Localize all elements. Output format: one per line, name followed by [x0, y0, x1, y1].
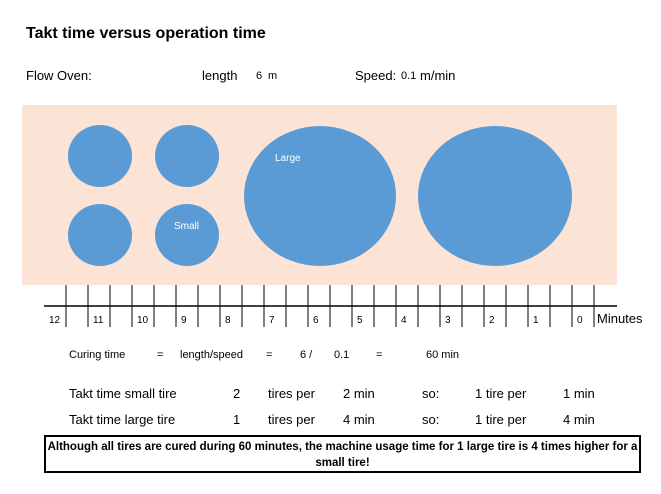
- takt-large-tires-per: tires per: [268, 412, 315, 427]
- length-label: length: [202, 68, 238, 83]
- curing-den: 0.1: [334, 349, 350, 361]
- axis-ticks: [65, 285, 595, 327]
- small-tire: [155, 204, 219, 266]
- axis-tick-label: 9: [181, 315, 187, 326]
- takt-large-count: 1: [233, 412, 241, 427]
- length-unit: m: [268, 70, 278, 82]
- takt-small-label: Takt time small tire: [69, 386, 177, 401]
- takt-large-result: 4 min: [563, 412, 595, 427]
- takt-small-one-tire-per: 1 tire per: [475, 386, 527, 401]
- speed-label: Speed:: [355, 68, 397, 83]
- curing-eq2: =: [266, 349, 273, 361]
- takt-small-tires-per: tires per: [268, 386, 315, 401]
- takt-large-so: so:: [422, 412, 440, 427]
- axis-tick-label: 2: [489, 315, 495, 326]
- small-tire: [68, 125, 132, 187]
- takt-small-so: so:: [422, 386, 440, 401]
- speed-unit: m/min: [420, 68, 456, 83]
- takt-large-one-tire-per: 1 tire per: [475, 412, 527, 427]
- curing-label: Curing time: [69, 349, 126, 361]
- takt-large-time: 4 min: [343, 412, 375, 427]
- curing-formula: length/speed: [180, 349, 243, 361]
- axis-tick-label: 8: [225, 315, 231, 326]
- curing-eq3: =: [376, 349, 383, 361]
- axis-unit-label: Minutes: [597, 311, 643, 326]
- axis-tick-label: 1: [533, 315, 539, 326]
- axis-tick-label: 4: [401, 315, 407, 326]
- axis-tick-label: 0: [577, 315, 583, 326]
- curing-result: 60 min: [426, 349, 460, 361]
- axis-tick-label: 3: [445, 315, 451, 326]
- large-tire-label: Large: [275, 153, 301, 164]
- curing-eq1: =: [157, 349, 164, 361]
- axis-tick-label: 11: [93, 315, 104, 326]
- oven-label: Flow Oven:: [26, 68, 92, 83]
- large-tires-group: [244, 126, 572, 266]
- large-tire: [244, 126, 396, 266]
- axis-tick-label: 10: [137, 315, 149, 326]
- takt-large-label: Takt time large tire: [69, 412, 176, 427]
- page-title: Takt time versus operation time: [26, 25, 266, 42]
- curing-num: 6 /: [300, 349, 313, 361]
- small-tire: [68, 204, 132, 266]
- small-tire: [155, 125, 219, 187]
- axis-tick-label: 5: [357, 315, 363, 326]
- takt-small-time: 2 min: [343, 386, 375, 401]
- length-value: 6: [256, 70, 263, 82]
- takt-small-result: 1 min: [563, 386, 595, 401]
- small-tires-group: [68, 125, 219, 266]
- conclusion-note: Although all tires are cured during 60 m…: [44, 435, 641, 473]
- axis-tick-label: 12: [49, 315, 61, 326]
- axis-tick-label: 6: [313, 315, 319, 326]
- speed-value: 0.1: [401, 70, 417, 82]
- axis-tick-label: 7: [269, 315, 275, 326]
- axis-tick-labels: 12 11 10 9 8 7 6 5 4 3 2 1 0: [49, 315, 583, 326]
- large-tire: [418, 126, 572, 266]
- small-tire-label: Small: [174, 221, 199, 232]
- takt-small-count: 2: [233, 386, 241, 401]
